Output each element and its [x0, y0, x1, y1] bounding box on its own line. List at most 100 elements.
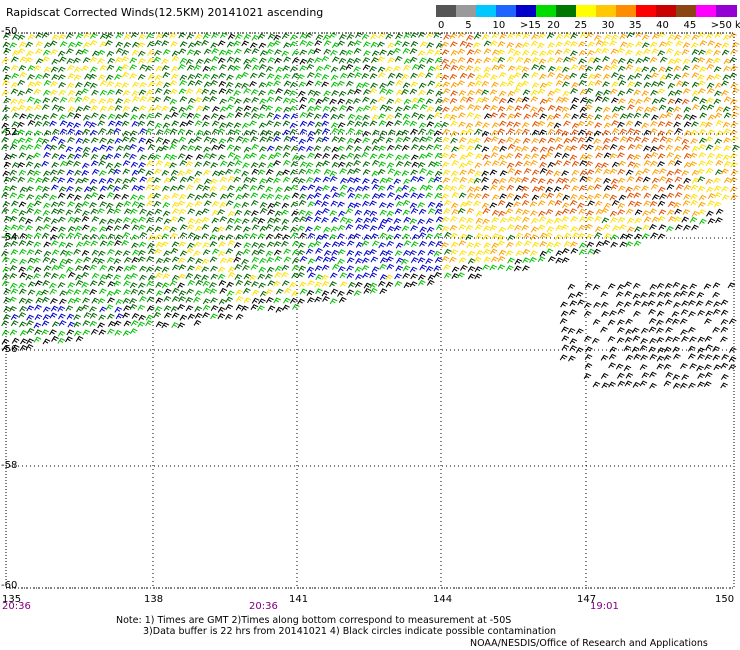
wind-barb — [362, 96, 370, 103]
wind-barb — [97, 322, 105, 329]
wind-barb — [624, 290, 633, 297]
wind-barb — [363, 41, 371, 48]
wind-barb — [507, 176, 516, 183]
wind-barb — [339, 105, 347, 111]
wind-barb — [387, 42, 395, 49]
wind-barb — [651, 137, 660, 144]
wind-barb — [586, 120, 595, 127]
wind-barb — [193, 113, 201, 120]
lon-label-138: 138 — [144, 594, 164, 605]
wind-barb — [467, 72, 476, 79]
wind-barb — [114, 177, 123, 184]
wind-barb — [531, 112, 540, 119]
wind-barb — [586, 114, 594, 121]
wind-barb — [585, 130, 594, 137]
wind-barb — [410, 72, 418, 79]
wind-barb — [433, 32, 442, 39]
wind-barb — [201, 216, 210, 223]
wind-barb — [618, 224, 627, 231]
wind-barb — [562, 81, 570, 88]
wind-barb — [99, 33, 108, 40]
wind-barb — [363, 145, 372, 152]
wind-barb — [227, 271, 236, 278]
wind-barb — [76, 306, 84, 313]
wind-barb — [417, 162, 426, 168]
wind-barb — [137, 120, 146, 127]
wind-barb — [289, 98, 297, 105]
wind-barb — [185, 88, 194, 95]
wind-barb — [505, 201, 514, 208]
wind-barb — [283, 297, 291, 304]
wind-barb — [209, 65, 218, 72]
wind-barb — [705, 58, 714, 64]
wind-barb — [395, 137, 404, 143]
wind-barb — [679, 318, 688, 325]
wind-barb — [569, 154, 578, 161]
wind-barb — [92, 50, 100, 57]
wind-barb — [241, 305, 249, 312]
wind-barb — [90, 32, 98, 39]
wind-barb — [355, 273, 363, 280]
wind-barb — [692, 64, 700, 71]
wind-barb — [155, 137, 164, 143]
wind-barb — [395, 79, 404, 86]
wind-barb — [403, 160, 412, 167]
wind-barb — [363, 89, 371, 95]
wind-barb — [523, 240, 532, 247]
wind-barb — [633, 112, 642, 119]
wind-barb — [434, 49, 442, 56]
wind-barb — [569, 72, 578, 79]
wind-barb — [482, 264, 490, 271]
wind-barb — [371, 50, 380, 57]
wind-barb — [139, 81, 147, 88]
wind-barb — [11, 72, 19, 79]
wind-barb — [402, 113, 411, 120]
wind-barb — [625, 186, 633, 193]
wind-barb — [393, 65, 401, 72]
wind-barb — [338, 90, 347, 97]
wind-barb — [615, 363, 624, 370]
wind-barb — [385, 66, 393, 73]
wind-barb — [650, 160, 658, 167]
wind-barb — [571, 160, 580, 167]
wind-barb — [442, 169, 451, 176]
wind-barb — [458, 257, 467, 264]
wind-barb — [716, 106, 724, 113]
wind-barb — [235, 73, 244, 80]
wind-barb — [578, 79, 587, 86]
wind-barb — [9, 192, 18, 199]
wind-barb — [633, 136, 642, 143]
wind-barb — [354, 72, 363, 79]
wind-barb — [203, 130, 211, 137]
wind-barb — [19, 248, 27, 255]
wind-barb — [705, 32, 714, 39]
wind-barb — [418, 145, 426, 151]
wind-barb — [696, 292, 705, 298]
wind-barb — [632, 282, 641, 289]
wind-barb — [611, 112, 620, 119]
wind-barb — [418, 274, 426, 281]
wind-barb — [506, 80, 515, 87]
wind-barb — [584, 362, 593, 369]
wind-barb — [107, 57, 115, 64]
wind-barb — [267, 305, 276, 312]
wind-barb — [385, 217, 393, 224]
wind-barb — [131, 106, 140, 113]
wind-barb — [498, 249, 507, 256]
wind-barb — [499, 193, 507, 200]
wind-barb — [289, 122, 298, 129]
wind-barb — [531, 194, 540, 201]
wind-barb — [137, 282, 146, 289]
wind-barb — [193, 274, 202, 280]
wind-barb — [121, 136, 130, 143]
wind-barb — [545, 248, 554, 255]
wind-barb — [522, 257, 530, 264]
wind-barb — [154, 208, 163, 215]
wind-barb — [227, 240, 236, 246]
wind-barb — [633, 154, 642, 161]
wind-barb — [67, 201, 75, 208]
wind-barb — [539, 250, 548, 257]
wind-barb — [106, 138, 115, 145]
wind-barb — [219, 216, 228, 223]
wind-barb — [363, 287, 372, 294]
